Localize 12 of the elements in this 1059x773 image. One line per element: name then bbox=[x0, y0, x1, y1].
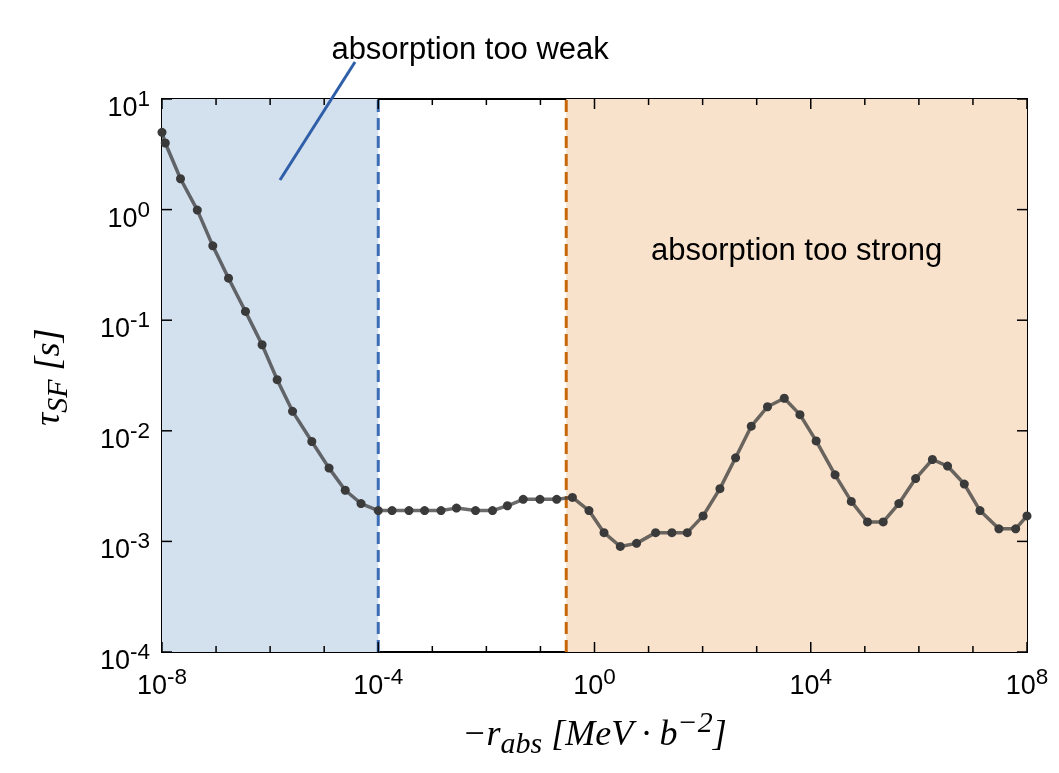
x-tick-label: 10$^{8}$ bbox=[1004, 663, 1050, 702]
x-tick-label: 10$^{0}$ bbox=[572, 663, 617, 702]
y-tick-label: 10$^{-3}$ bbox=[98, 527, 150, 567]
x-tick-label: 10$^{-4}$ bbox=[352, 663, 405, 702]
x-tick-label: 10$^{4}$ bbox=[788, 663, 834, 702]
y-tick-label: 10$^{-1}$ bbox=[99, 307, 150, 344]
band-label: absorption too weak bbox=[331, 31, 610, 66]
y-tick-label: 10$^{-2}$ bbox=[99, 417, 150, 454]
x-axis-title: −r$_{abs}$ [MeV · b$^{−2}$] bbox=[461, 705, 728, 761]
y-tick-label: 10$^{0}$ bbox=[106, 195, 150, 235]
y-tick-label: 10$^{1}$ bbox=[106, 85, 150, 124]
band-label: absorption too strong bbox=[650, 232, 943, 267]
